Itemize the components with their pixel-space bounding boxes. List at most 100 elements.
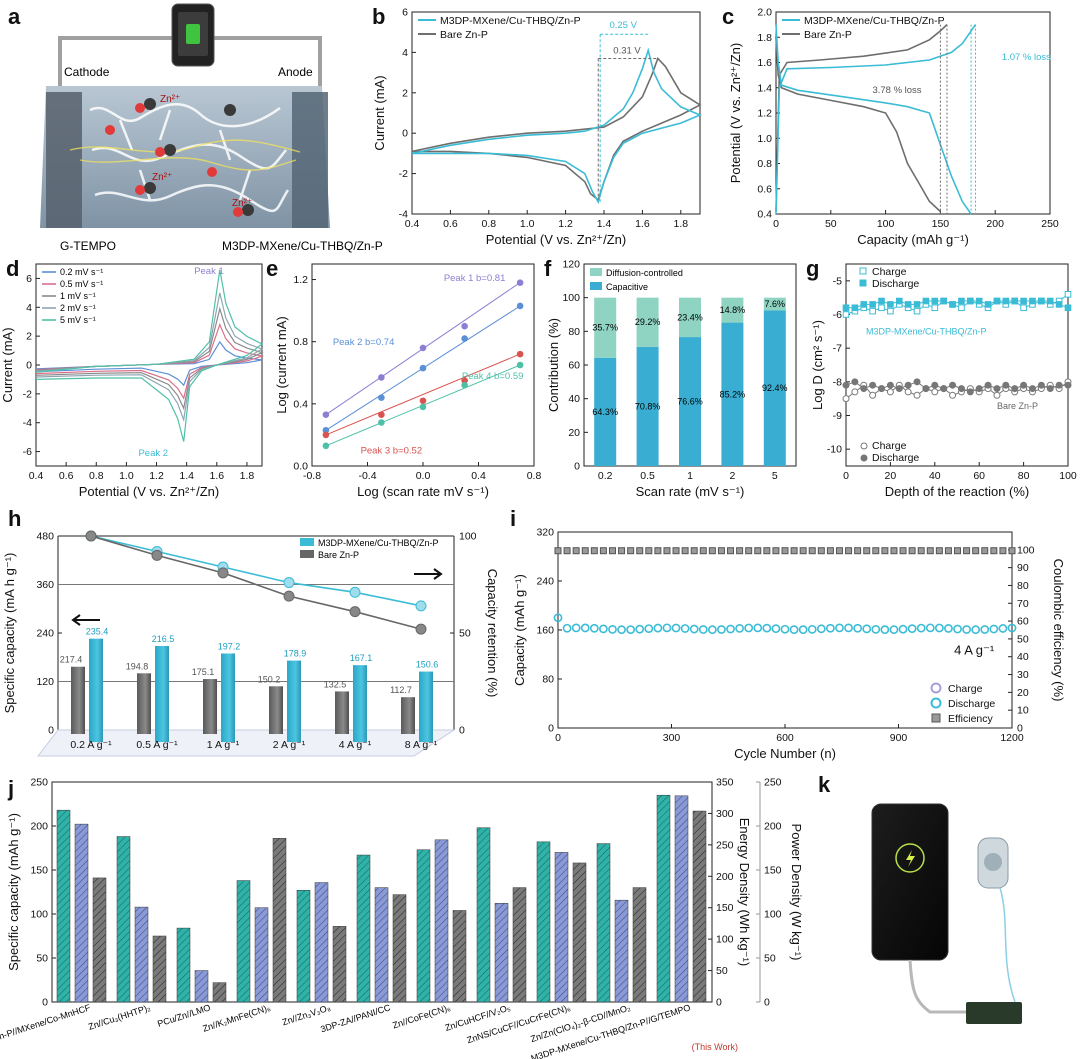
h-bar-bare (203, 679, 217, 734)
f-legend-label: Capacitive (606, 282, 648, 292)
panel-g-diffusion-chart: g 0 20 40 60 80 100 -5 -6 -7 -8 -9 -10 Depth of the r… (806, 256, 1077, 499)
i-efficiency-point (908, 547, 916, 555)
j-x-tick-label: 3DP-ZA//PANI/CC (319, 1002, 392, 1034)
h-y-tick-label: 0 (48, 725, 54, 737)
g-data-point (984, 301, 992, 308)
g-legend-label: Discharge (872, 278, 919, 290)
b-y-tick-label: -2 (399, 168, 408, 180)
h-retention-point (349, 606, 361, 618)
e-x-tick-label: 0.4 (471, 470, 486, 482)
j-y-tick-label: 0 (42, 997, 48, 1009)
i-y2-tick-label: 80 (1017, 580, 1029, 592)
h-bar-label: 167.1 (350, 653, 373, 663)
d-annotation: Peak 2 (138, 448, 168, 459)
g-y-tick-label: -9 (833, 410, 842, 422)
g-data-point (913, 391, 921, 399)
e-y-axis-label: Log (current mA) (274, 316, 289, 414)
c-series-line-bare-charge (775, 24, 948, 212)
e-data-point (516, 350, 524, 358)
h-bar-label: 150.2 (258, 674, 281, 684)
i-capacity-point (798, 625, 808, 635)
i-capacity-point (998, 624, 1008, 633)
c-x-tick-label: 150 (932, 218, 950, 230)
i-legend-swatch (930, 697, 942, 709)
phone-photo (871, 803, 949, 961)
i-capacity-point (689, 624, 699, 634)
g-plot-frame (845, 263, 1069, 467)
i-efficiency-point (627, 547, 635, 555)
zn-ions (105, 98, 254, 217)
c-x-tick-label: 250 (1041, 218, 1059, 230)
i-legend-label: Discharge (948, 698, 995, 710)
e-data-point (419, 364, 427, 372)
h-legend-label: Bare Zn-P (318, 550, 359, 560)
g-legend-label: Charge (872, 440, 907, 452)
h-retention-line (90, 535, 422, 607)
g-data-point (957, 385, 965, 393)
b-annotation: 0.25 V (609, 20, 637, 31)
j-x-tick-label: 3DCEP-MXene/Zn-P//MXene/Co-MnHCF (0, 1002, 92, 1059)
panel-letter-g: g (806, 256, 819, 281)
tempo-chain (69, 139, 301, 171)
d-legend-label: 1 mV s⁻¹ (60, 291, 96, 301)
g-data-point (1055, 301, 1063, 308)
g-y-axis-label: Log D (cm² s⁻¹) (810, 320, 825, 410)
f-bar-diffusion (679, 297, 701, 338)
i-capacity-point (862, 624, 872, 634)
h-retention-point (415, 623, 427, 635)
i-y2-tick-label: 20 (1017, 687, 1029, 699)
h-bar-label: 112.7 (390, 685, 412, 695)
c-series-line-m3dp-charge (775, 24, 977, 215)
c-series-line-bare-discharge (775, 37, 941, 213)
g-y-tick-label: -8 (833, 376, 842, 388)
i-efficiency-point (727, 547, 735, 555)
i-capacity-point (635, 624, 645, 634)
g-data-point (1038, 297, 1045, 305)
i-efficiency-point (599, 547, 607, 555)
i-y2-tick-label: 50 (1017, 633, 1029, 645)
h-x-tick-label: 2 A g⁻¹ (273, 739, 306, 751)
panel-letter-d: d (6, 256, 19, 281)
d-legend-label: 0.2 mV s⁻¹ (60, 267, 103, 277)
g-x-tick-label: 20 (885, 470, 897, 482)
i-capacity-point (898, 624, 908, 634)
b-x-tick-label: 0.6 (443, 218, 458, 230)
h-bar-bare (137, 673, 151, 734)
g-data-point (984, 381, 992, 389)
i-efficiency-point (854, 547, 862, 555)
g-legend-swatch (860, 454, 868, 462)
h-x-tick-label: 0.2 A g⁻¹ (70, 739, 112, 751)
i-efficiency-point (672, 547, 680, 555)
i-efficiency-point (899, 547, 907, 555)
g-data-point (1020, 381, 1028, 389)
i-annotation: 4 A g⁻¹ (954, 643, 995, 658)
i-efficiency-point (944, 547, 952, 555)
h-bar-m3dp (419, 671, 433, 742)
i-efficiency-point (972, 547, 980, 555)
g-series-label: M3DP-MXene/Cu-THBQ/Zn-P (866, 327, 987, 337)
i-capacity-point (726, 624, 735, 634)
panel-d-cv-rates-chart: d 0.4 0.6 0.8 1.0 1.2 1.4 1.6 1.8 -6 -4 -2 0 2 4 6 Poten… (0, 256, 265, 499)
b-legend-label: Bare Zn-P (440, 29, 488, 41)
e-data-point (516, 279, 524, 286)
i-efficiency-point (690, 547, 698, 555)
j-y3-tick-label: 0 (764, 997, 770, 1009)
d-legend-label: 5 mV s⁻¹ (60, 315, 96, 325)
battery-wire (999, 887, 1016, 1003)
circuit-board (966, 1002, 1022, 1024)
g-legend-swatch (859, 267, 867, 275)
i-capacity-point (916, 623, 926, 633)
i-capacity-point (889, 625, 899, 635)
i-capacity-point (671, 623, 681, 633)
i-y2-tick-label: 0 (1017, 723, 1023, 735)
j-bar (632, 887, 647, 1003)
j-bar (194, 970, 209, 1003)
d-legend-label: 2 mV s⁻¹ (60, 303, 96, 313)
g-data-point (1064, 304, 1072, 312)
i-y2-tick-label: 100 (1017, 544, 1035, 556)
f-y-tick-label: 80 (568, 326, 580, 338)
d-x-tick-label: 1.6 (209, 470, 224, 482)
e-data-point (461, 335, 468, 342)
i-capacity-point (789, 625, 799, 635)
i-efficiency-point (745, 547, 753, 555)
